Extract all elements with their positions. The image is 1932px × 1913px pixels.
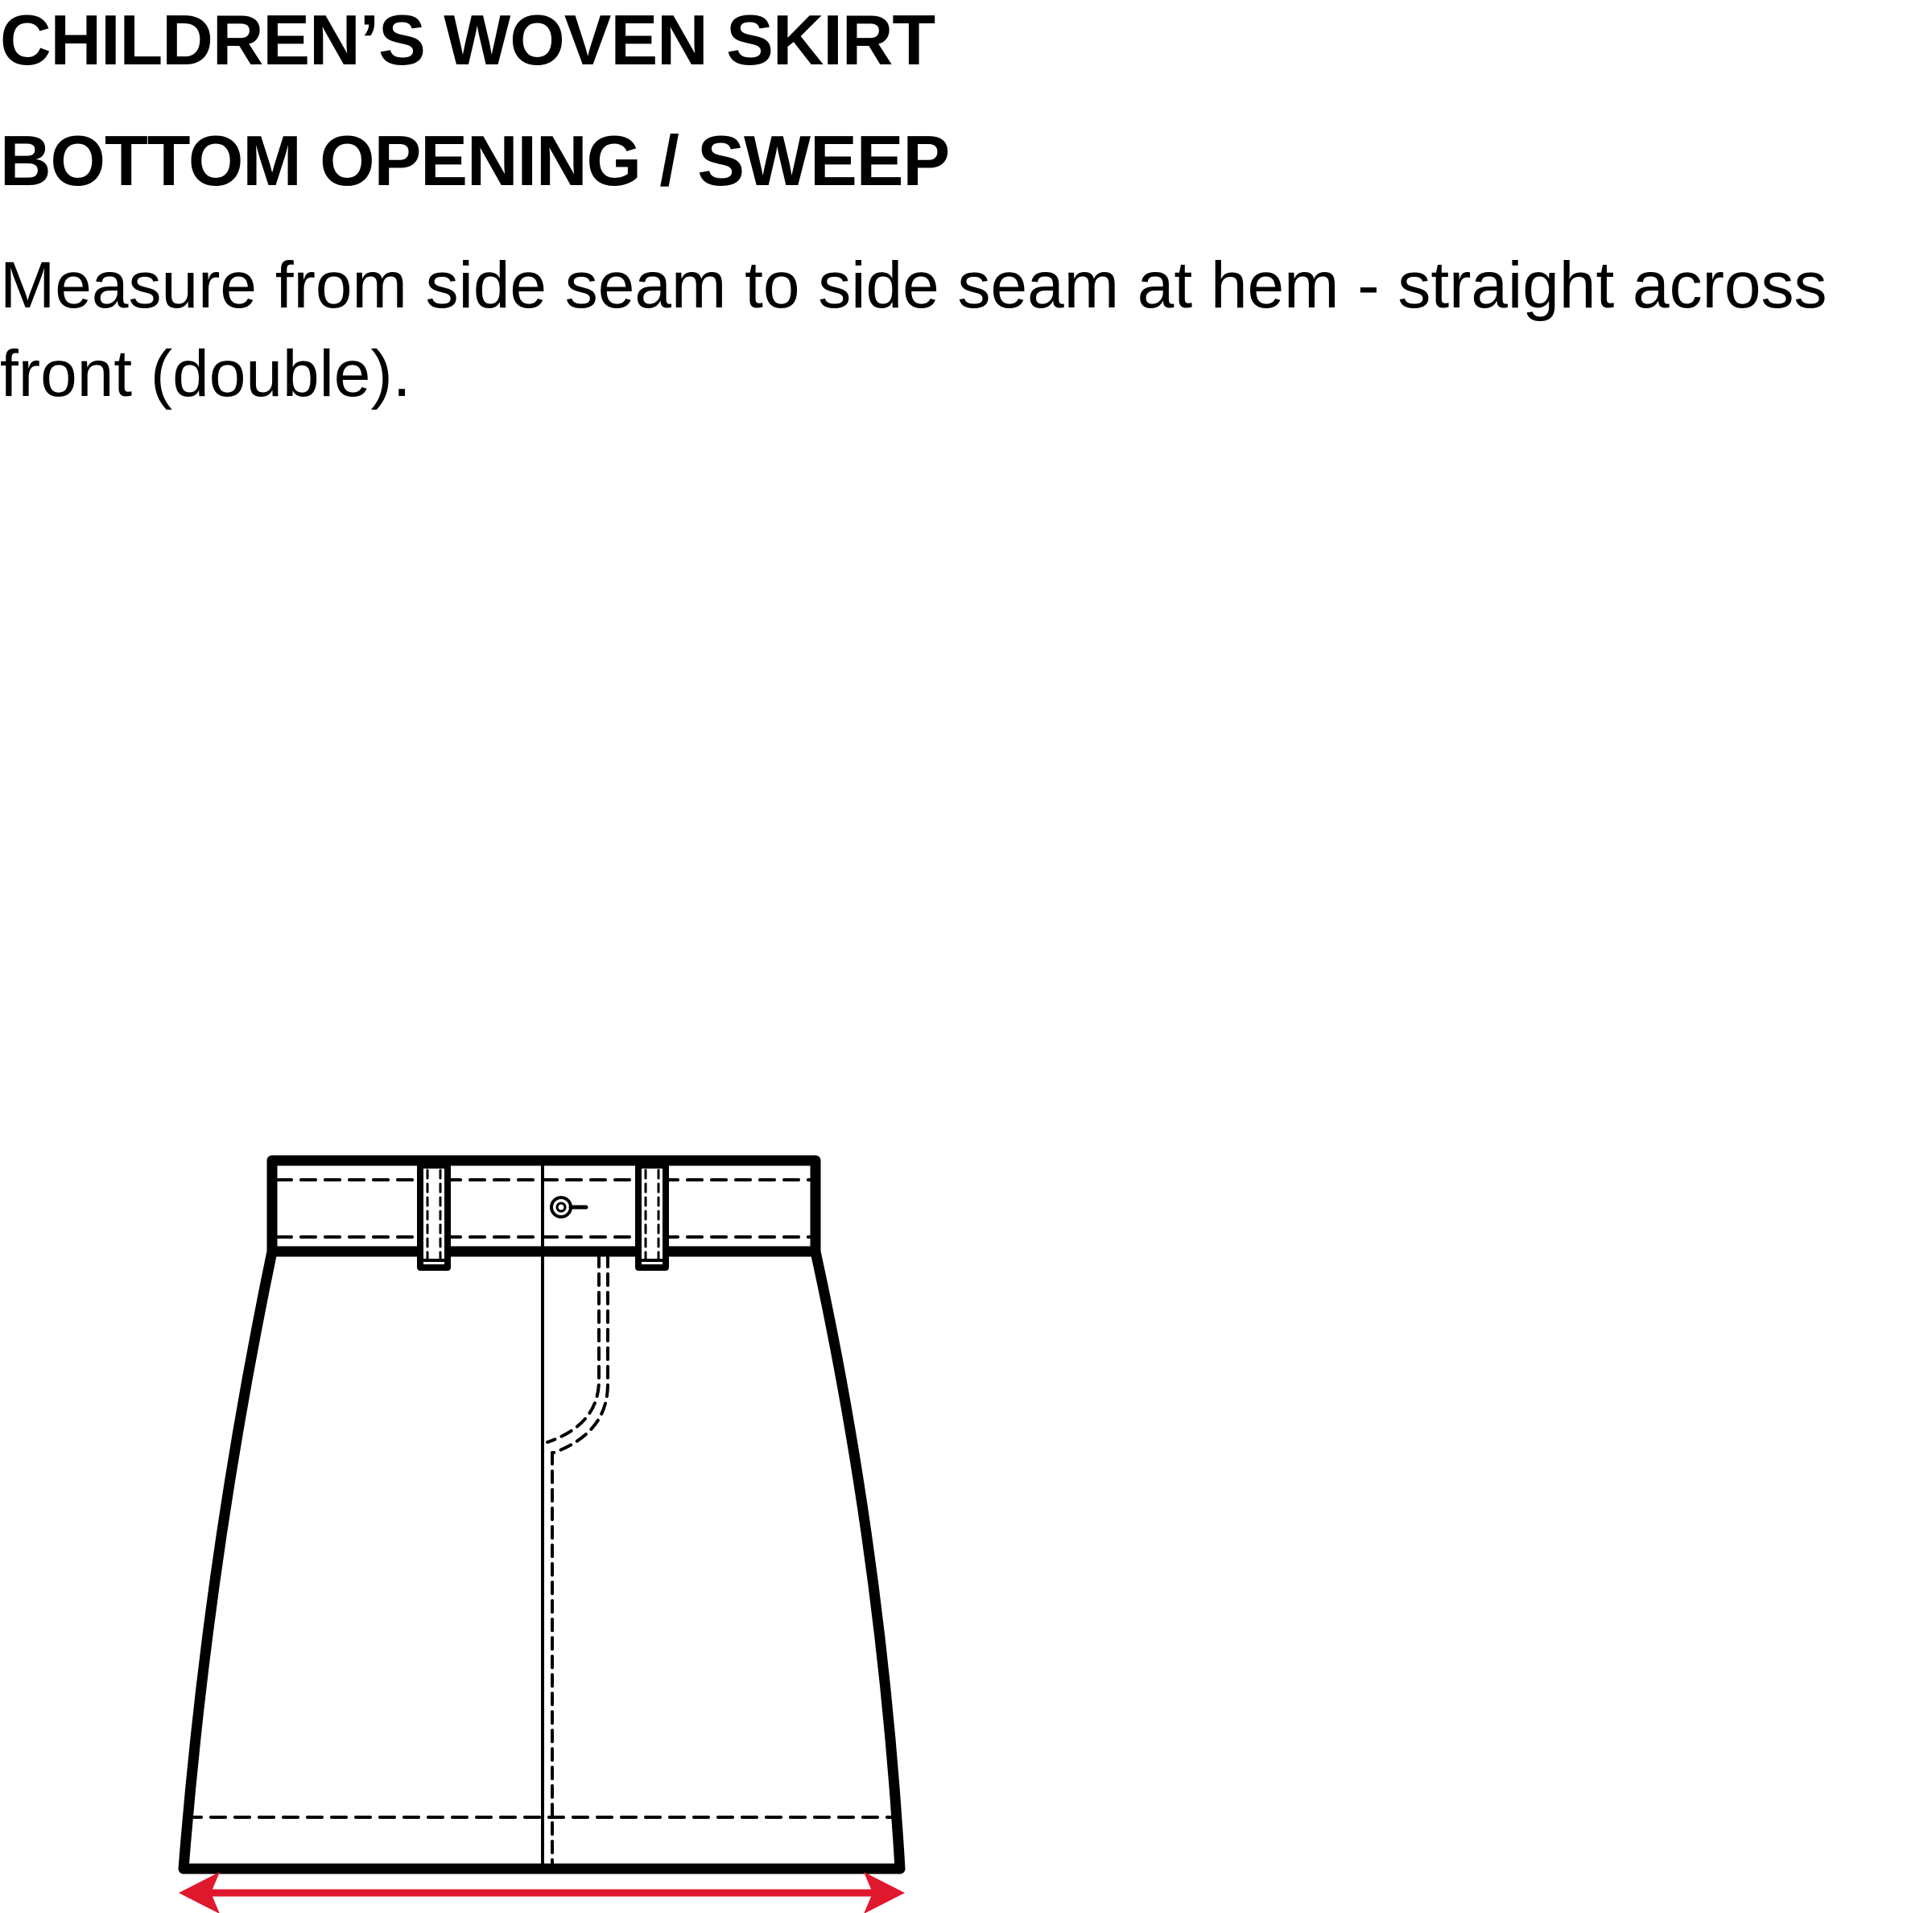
belt-loop-right xyxy=(635,1162,669,1271)
page-title: CHILDREN’S WOVEN SKIRT xyxy=(0,0,935,80)
arrow-head-right xyxy=(864,1872,905,1913)
measurement-instruction: Measure from side seam to side seam at h… xyxy=(0,249,1827,410)
button-icon xyxy=(550,1196,588,1218)
skirt-flat-sketch xyxy=(178,1155,906,1874)
arrow-head-left xyxy=(179,1872,220,1913)
fly-topstitch-outer xyxy=(552,1254,609,1454)
sweep-measurement-arrow xyxy=(179,1872,905,1913)
measurement-name: BOTTOM OPENING / SWEEP xyxy=(0,121,950,200)
belt-loop-left xyxy=(417,1162,451,1271)
